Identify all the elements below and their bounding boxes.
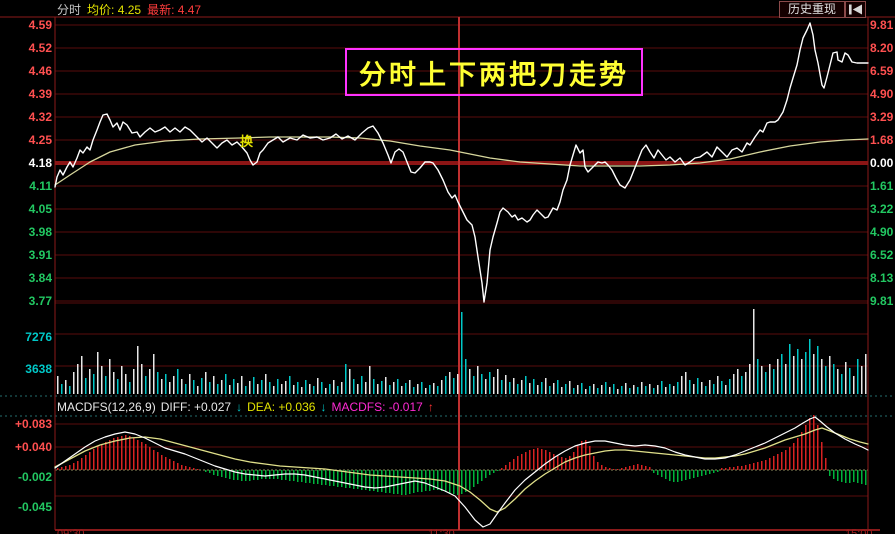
price-axis-tick: 3.84 [28, 271, 52, 285]
percent-axis-tick: 8.13 [870, 271, 894, 285]
diff-down-arrow-icon: ↓ [236, 399, 243, 414]
time-axis-tick: 11:30 [428, 528, 455, 534]
dea-down-arrow-icon: ↓ [320, 399, 327, 414]
price-axis-tick: 4.25 [28, 133, 52, 147]
price-axis-tick: 4.39 [28, 87, 52, 101]
percent-axis-tick: 9.81 [870, 294, 894, 308]
macd-axis-tick: -0.002 [17, 470, 52, 484]
average-price-value: 均价: 4.25 [87, 2, 142, 17]
percent-axis-tick: 6.52 [870, 248, 894, 262]
percent-axis-tick: 8.20 [870, 41, 894, 55]
percent-axis-tick: 9.81 [870, 18, 894, 32]
price-axis-tick: 4.18 [28, 156, 52, 170]
price-axis-tick: 3.98 [28, 225, 52, 239]
chart-header: 分时 均价: 4.25 最新: 4.47 [57, 1, 201, 17]
time-axis-tick: 09:30 [57, 528, 85, 534]
annotation-text: 分时上下两把刀走势 [359, 59, 629, 90]
price-axis-tick: 4.32 [28, 110, 52, 124]
macd-indicator-row: MACDFS(12,26,9) DIFF: +0.027 ↓ DEA: +0.0… [57, 399, 434, 414]
percent-axis-tick: 4.90 [870, 87, 894, 101]
volume-axis-tick: 7276 [25, 330, 52, 344]
skip-to-start-icon[interactable] [845, 1, 866, 18]
price-axis-tick: 3.77 [28, 294, 52, 308]
percent-axis-tick: 3.22 [870, 202, 894, 216]
price-axis-tick: 4.52 [28, 41, 52, 55]
history-replay-button[interactable]: 历史重现 [778, 1, 845, 18]
volume-axis-tick: 3638 [25, 362, 52, 376]
percent-axis-tick: 1.68 [870, 133, 894, 147]
turnover-marker: 换 [240, 134, 254, 149]
macd-up-arrow-icon: ↑ [427, 399, 434, 414]
price-axis-tick: 4.59 [28, 18, 52, 32]
macd-axis-tick: -0.045 [17, 500, 52, 514]
chart-type-label: 分时 [57, 2, 82, 17]
macd-macd-value: MACDFS: -0.017 [331, 399, 423, 414]
percent-axis-tick: 0.00 [870, 156, 894, 170]
price-axis-tick: 4.05 [28, 202, 52, 216]
last-price-value: 最新: 4.47 [147, 2, 202, 17]
macd-axis-tick: +0.040 [14, 440, 52, 454]
price-axis-tick: 4.46 [28, 64, 52, 78]
price-axis-tick: 4.11 [29, 179, 52, 193]
price-axis-tick: 3.91 [28, 248, 52, 262]
percent-axis-tick: 3.29 [870, 110, 894, 124]
annotation-box: 分时上下两把刀走势 [345, 48, 643, 96]
time-axis-tick: 15:00 [845, 528, 873, 534]
percent-axis-tick: 6.59 [870, 64, 894, 78]
percent-axis-tick: 1.61 [870, 179, 894, 193]
macd-dea-value: DEA: +0.036 [247, 399, 316, 414]
percent-axis-tick: 4.90 [870, 225, 894, 239]
macd-axis-tick: +0.083 [14, 417, 52, 431]
macd-diff-value: DIFF: +0.027 [160, 399, 232, 414]
macd-indicator-name: MACDFS(12,26,9) [57, 399, 156, 414]
